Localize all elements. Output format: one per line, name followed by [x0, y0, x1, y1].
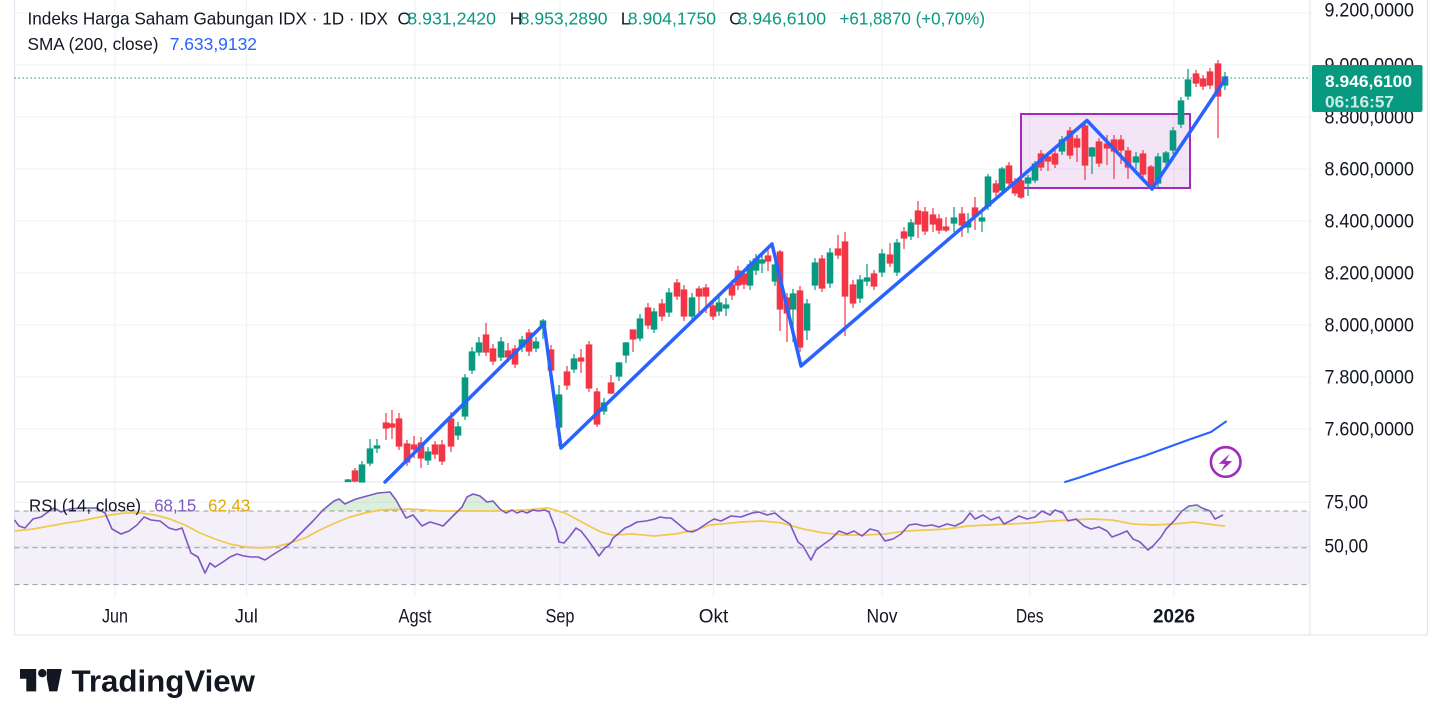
svg-text:Nov: Nov	[867, 607, 898, 628]
svg-text:06:16:57: 06:16:57	[1325, 94, 1394, 112]
svg-text:8.000,0000: 8.000,0000	[1325, 316, 1414, 337]
svg-text:68,15: 68,15	[154, 496, 196, 516]
svg-text:8.931,2420: 8.931,2420	[407, 9, 496, 29]
svg-text:7.633,9132: 7.633,9132	[170, 34, 257, 54]
svg-text:8.800,0000: 8.800,0000	[1325, 108, 1414, 129]
svg-text:7.600,0000: 7.600,0000	[1325, 420, 1414, 441]
svg-text:8.946,6100: 8.946,6100	[1325, 73, 1412, 91]
svg-text:RSI (14, close): RSI (14, close)	[29, 496, 141, 516]
svg-text:+61,8870 (+0,70%): +61,8870 (+0,70%)	[840, 9, 986, 29]
svg-text:8.946,6100: 8.946,6100	[738, 9, 827, 29]
svg-text:2026: 2026	[1153, 607, 1195, 628]
svg-text:8.400,0000: 8.400,0000	[1325, 212, 1414, 233]
svg-text:C: C	[729, 9, 742, 29]
svg-text:Agst: Agst	[399, 607, 433, 628]
svg-text:Indeks Harga Saham Gabungan ID: Indeks Harga Saham Gabungan IDX · 1D · I…	[28, 9, 389, 29]
svg-text:62,43: 62,43	[208, 496, 250, 516]
svg-text:75,00: 75,00	[1325, 492, 1369, 513]
svg-text:8.200,0000: 8.200,0000	[1325, 264, 1414, 285]
svg-text:Okt: Okt	[699, 607, 729, 628]
svg-text:Jul: Jul	[235, 607, 258, 628]
svg-text:7.800,0000: 7.800,0000	[1325, 368, 1414, 389]
svg-text:9.200,0000: 9.200,0000	[1325, 1, 1414, 22]
svg-text:Des: Des	[1016, 607, 1044, 628]
svg-text:O: O	[398, 9, 412, 29]
svg-text:8.600,0000: 8.600,0000	[1325, 160, 1414, 181]
svg-text:8.904,1750: 8.904,1750	[628, 9, 717, 29]
svg-text:TradingView: TradingView	[72, 665, 256, 699]
svg-text:SMA (200, close): SMA (200, close)	[28, 34, 159, 54]
svg-text:Sep: Sep	[546, 607, 575, 628]
svg-text:Jun: Jun	[102, 607, 128, 628]
svg-text:H: H	[510, 9, 523, 29]
svg-text:8.953,2890: 8.953,2890	[520, 9, 608, 29]
svg-text:L: L	[621, 9, 631, 29]
svg-text:50,00: 50,00	[1325, 536, 1369, 557]
